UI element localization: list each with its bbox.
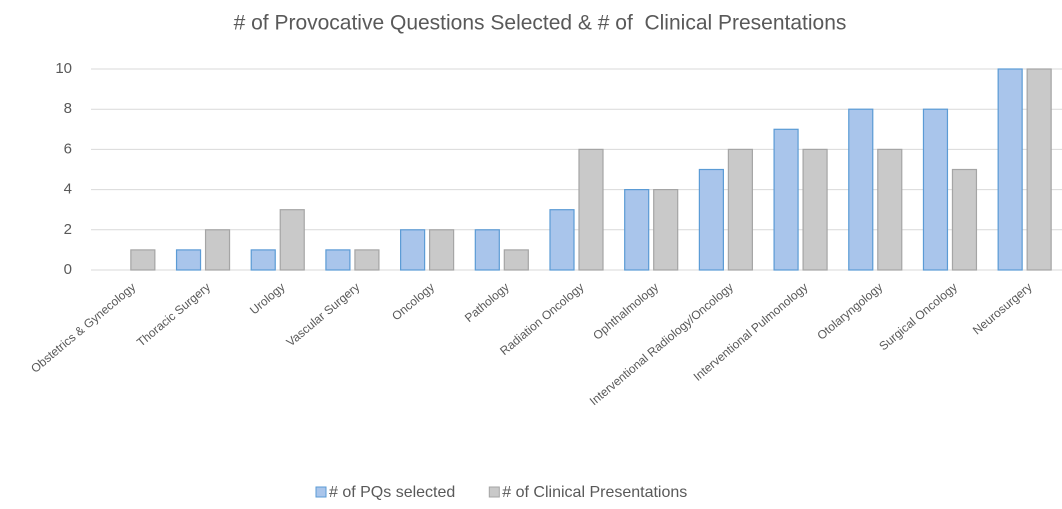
y-tick-label: 10 [55, 60, 72, 77]
y-tick-label: 0 [64, 261, 72, 278]
y-tick-label: 4 [64, 181, 72, 198]
x-tick-label: Ophthalmology [590, 280, 661, 343]
legend-label: # of PQs selected [329, 484, 455, 501]
x-tick-label: Neurosurgery [970, 280, 1035, 337]
bar [250, 249, 276, 271]
x-tick-label: Interventional Radiology/Oncology [587, 280, 736, 408]
bar [624, 189, 650, 271]
bar [400, 229, 426, 271]
bar [578, 148, 604, 271]
bar [474, 229, 500, 271]
bar [802, 148, 828, 271]
x-tick-label: Oncology [389, 280, 437, 323]
bar [951, 168, 978, 271]
x-tick-label: Surgical Oncology [876, 280, 960, 353]
bar [997, 68, 1023, 271]
y-tick-label: 6 [64, 140, 72, 157]
bar [727, 148, 753, 271]
bar [175, 249, 202, 271]
bar [653, 189, 679, 271]
y-tick-label: 2 [64, 221, 72, 238]
bar [698, 168, 724, 271]
bar [1026, 68, 1052, 271]
bar [130, 249, 156, 271]
legend-label: # of Clinical Presentations [502, 484, 687, 501]
x-tick-label: Radiation Oncology [497, 280, 586, 358]
legend-swatch [488, 486, 500, 498]
legend-swatch [315, 486, 327, 498]
y-tick-label: 8 [64, 100, 72, 117]
x-tick-label: Thoracic Surgery [134, 280, 213, 349]
x-tick-label: Otolaryngology [814, 280, 885, 343]
chart-title: # of Provocative Questions Selected & # … [234, 12, 847, 35]
bar [204, 229, 231, 271]
bar [549, 209, 575, 271]
bar [848, 108, 874, 271]
bar [773, 128, 799, 271]
bar [279, 209, 305, 271]
bar [922, 108, 949, 271]
x-tick-label: Obstetrics & Gynecology [28, 280, 138, 376]
x-tick-label: Pathology [462, 280, 512, 325]
bar [354, 249, 380, 271]
bar [503, 249, 529, 271]
bar [429, 229, 455, 271]
bar [325, 249, 351, 271]
x-tick-label: Vascular Surgery [284, 280, 363, 349]
x-tick-label: Urology [247, 280, 288, 317]
bar [877, 148, 903, 271]
